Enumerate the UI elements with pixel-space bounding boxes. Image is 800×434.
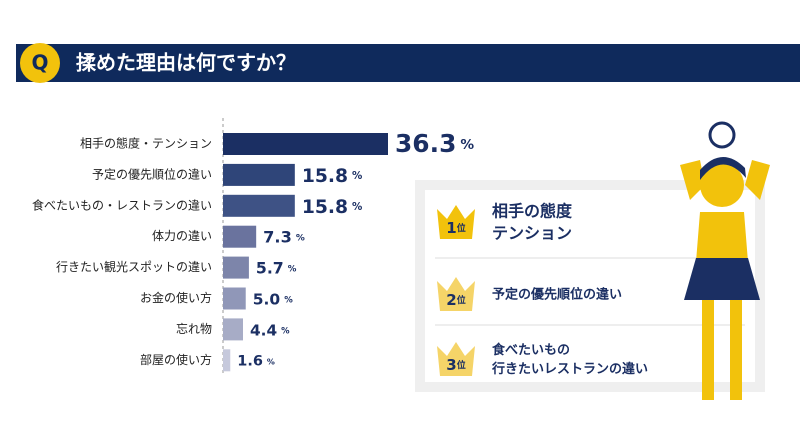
rank-suffix: 位	[457, 359, 466, 371]
value-unit: %	[352, 201, 362, 213]
value-unit: %	[284, 295, 293, 305]
rank-number: 3	[446, 356, 456, 374]
value-number: 5.7	[256, 258, 284, 277]
value-label: 15.8%	[302, 196, 363, 217]
category-label: 行きたい観光スポットの違い	[56, 260, 212, 274]
bar	[223, 287, 246, 310]
bar	[223, 256, 249, 279]
category-label: お金の使い方	[140, 290, 212, 305]
value-unit: %	[288, 264, 297, 274]
rank-text: 行きたいレストランの違い	[491, 361, 648, 377]
hair	[700, 156, 746, 180]
value-label: 36.3%	[395, 129, 474, 158]
head	[700, 163, 744, 207]
header-band	[16, 44, 800, 82]
value-unit: %	[267, 357, 275, 366]
chart-title: 揉めた理由は何ですか？	[76, 51, 296, 75]
value-unit: %	[460, 137, 474, 153]
category-label: 食べたいもの・レストランの違い	[32, 197, 212, 212]
value-number: 4.4	[250, 321, 277, 339]
value-number: 5.0	[253, 290, 281, 308]
value-unit: %	[352, 170, 362, 182]
bar	[223, 225, 257, 248]
scribble	[708, 121, 736, 149]
rank-text: テンション	[492, 224, 572, 243]
bar	[223, 349, 231, 372]
bar	[223, 318, 243, 341]
category-label: 予定の優先順位の違い	[92, 166, 212, 181]
value-label: 7.3%	[263, 227, 305, 246]
rank-suffix: 位	[457, 294, 466, 306]
q-badge	[20, 43, 60, 83]
value-label: 1.6%	[237, 353, 275, 369]
category-label: 体力の違い	[152, 229, 212, 243]
bar	[223, 163, 295, 186]
category-label: 部屋の使い方	[140, 352, 212, 367]
crown	[437, 205, 475, 239]
rank-text: 予定の優先順位の違い	[492, 287, 622, 303]
rank-text: 食べたいもの	[492, 342, 570, 358]
rank-number: 1	[446, 219, 456, 237]
value-unit: %	[281, 325, 290, 335]
rank-label: 3位	[446, 356, 465, 374]
crown	[437, 277, 475, 311]
category-label: 相手の態度・テンション	[80, 136, 212, 151]
value-number: 1.6	[237, 353, 263, 369]
value-number: 7.3	[263, 227, 292, 246]
value-label: 5.7%	[256, 258, 297, 277]
torso	[696, 212, 748, 262]
value-label: 5.0%	[253, 290, 293, 308]
value-unit: %	[296, 233, 305, 243]
q-badge-text: Q	[31, 51, 48, 75]
value-number: 15.8	[302, 196, 348, 217]
skirt	[684, 258, 760, 300]
person-illustration	[680, 121, 770, 400]
rank-label: 1位	[446, 219, 465, 237]
bar	[223, 133, 388, 155]
value-number: 15.8	[302, 165, 348, 186]
category-label: 忘れ物	[176, 321, 212, 336]
arms	[680, 160, 770, 200]
rank-text: 相手の態度	[492, 202, 573, 221]
rank-label: 2位	[446, 291, 465, 309]
bar	[223, 194, 295, 217]
value-label: 4.4%	[250, 321, 290, 339]
leg	[730, 300, 742, 400]
crown	[437, 342, 475, 376]
value-number: 36.3	[395, 129, 456, 158]
value-label: 15.8%	[302, 165, 363, 186]
leg	[702, 300, 714, 400]
rank-number: 2	[446, 291, 456, 309]
rank-suffix: 位	[457, 222, 466, 234]
